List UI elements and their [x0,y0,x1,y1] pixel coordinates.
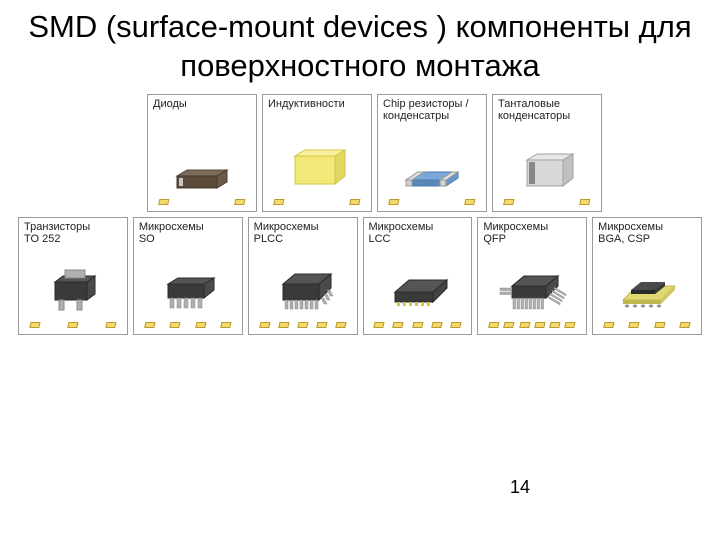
card-label: Транзисторы TO 252 [19,218,127,248]
card-label: Индуктивности [263,95,371,121]
card-label: Микросхемы QFP [478,218,586,248]
card-bga: Микросхемы BGA, CSP [592,217,702,335]
tantalum-icon [493,125,601,211]
chip-icon [378,125,486,211]
lcc-icon [364,248,472,334]
card-label: Микросхемы BGA, CSP [593,218,701,248]
card-label: Танталовые конденсаторы [493,95,601,125]
grid-row-1: Диоды Индуктивности [18,94,702,212]
card-label: Микросхемы LCC [364,218,472,248]
card-label: Chip резисторы / конденсатры [378,95,486,125]
card-tantalum: Танталовые конденсаторы [492,94,602,212]
card-to252: Транзисторы TO 252 [18,217,128,335]
card-diode: Диоды [147,94,257,212]
grid-row-2: Транзисторы TO 252 Микросхемы SO [18,217,702,335]
card-label: Микросхемы PLCC [249,218,357,248]
card-label: Диоды [148,95,256,121]
card-plcc: Микросхемы PLCC [248,217,358,335]
card-so: Микросхемы SO [133,217,243,335]
card-lcc: Микросхемы LCC [363,217,473,335]
diode-icon [148,121,256,211]
plcc-icon [249,248,357,334]
so-icon [134,248,242,334]
bga-icon [593,248,701,334]
card-qfp: Микросхемы QFP [477,217,587,335]
qfp-icon [478,248,586,334]
card-label: Микросхемы SO [134,218,242,248]
card-chip-resistor: Chip резисторы / конденсатры [377,94,487,212]
page-number: 14 [510,477,530,498]
inductor-icon [263,121,371,211]
card-inductor: Индуктивности [262,94,372,212]
component-grid: Диоды Индуктивности [0,92,720,335]
to252-icon [19,248,127,334]
page-title: SMD (surface-mount devices ) компоненты … [0,0,720,92]
